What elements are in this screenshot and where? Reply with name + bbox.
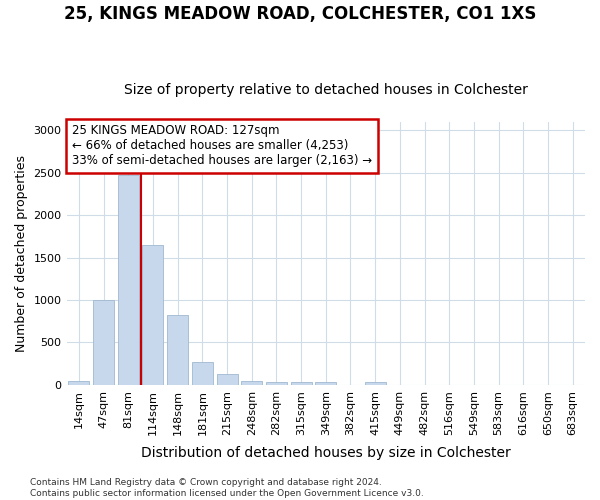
Bar	[192, 362, 213, 385]
Bar	[315, 382, 336, 385]
Text: 25 KINGS MEADOW ROAD: 127sqm
← 66% of detached houses are smaller (4,253)
33% of: 25 KINGS MEADOW ROAD: 127sqm ← 66% of de…	[72, 124, 372, 168]
Bar	[118, 176, 139, 385]
Bar	[217, 374, 238, 385]
Bar	[266, 382, 287, 385]
Bar	[290, 382, 311, 385]
X-axis label: Distribution of detached houses by size in Colchester: Distribution of detached houses by size …	[141, 446, 511, 460]
Bar	[142, 245, 163, 385]
Bar	[365, 382, 386, 385]
Bar	[93, 300, 114, 385]
Text: Contains HM Land Registry data © Crown copyright and database right 2024.
Contai: Contains HM Land Registry data © Crown c…	[30, 478, 424, 498]
Title: Size of property relative to detached houses in Colchester: Size of property relative to detached ho…	[124, 83, 528, 97]
Bar	[68, 380, 89, 385]
Bar	[241, 380, 262, 385]
Bar	[167, 315, 188, 385]
Text: 25, KINGS MEADOW ROAD, COLCHESTER, CO1 1XS: 25, KINGS MEADOW ROAD, COLCHESTER, CO1 1…	[64, 5, 536, 23]
Y-axis label: Number of detached properties: Number of detached properties	[15, 155, 28, 352]
